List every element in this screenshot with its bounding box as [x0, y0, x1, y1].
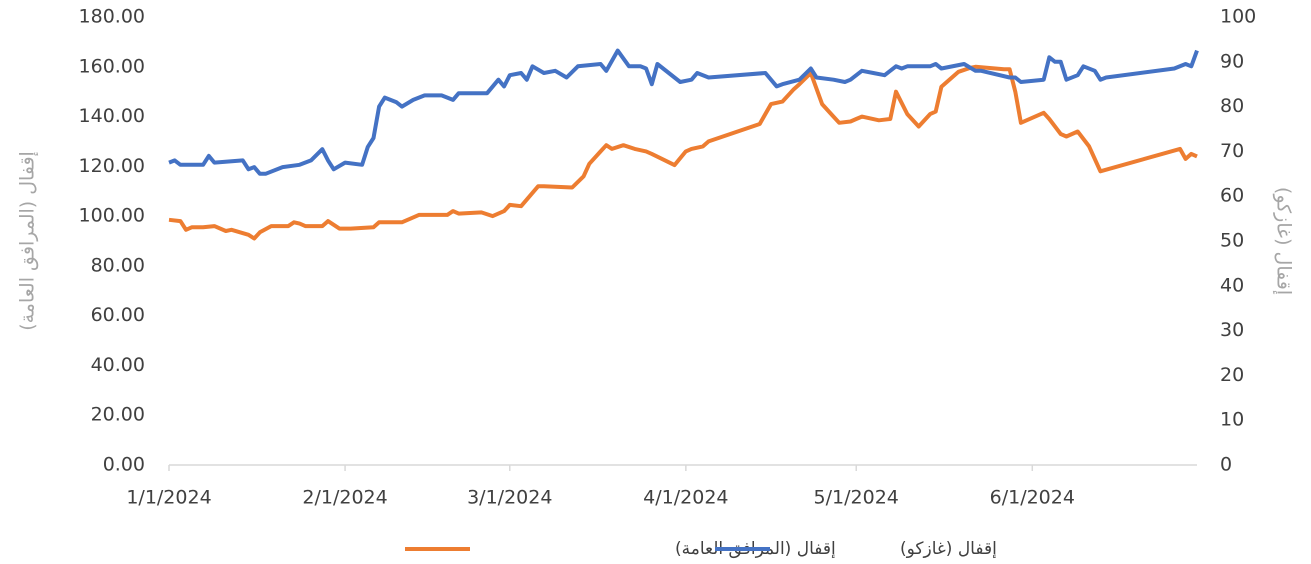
- y-tick-label: 160.00: [79, 55, 145, 77]
- legend-label: إقفال (غازكو): [900, 539, 997, 559]
- y2-axis-title: إقفال (غازكو): [1272, 187, 1295, 295]
- y-tick-label: 60.00: [91, 304, 145, 326]
- legend: إقفال (المرافق العامة) إقفال (غازكو): [405, 539, 997, 559]
- x-tick-label: 1/1/2024: [126, 487, 211, 509]
- y2-tick-label: 20: [1220, 364, 1244, 386]
- y2-tick-label: 60: [1220, 185, 1244, 207]
- y-tick-label: 120.00: [79, 155, 145, 177]
- y-tick-label: 140.00: [79, 105, 145, 127]
- y2-tick-label: 90: [1220, 50, 1244, 72]
- y2-tick-label: 40: [1220, 274, 1244, 296]
- y-tick-label: 180.00: [79, 6, 145, 28]
- y2-tick-label: 30: [1220, 319, 1244, 341]
- y-tick-label: 100.00: [79, 205, 145, 227]
- y2-tick-label: 50: [1220, 230, 1244, 252]
- y2-tick-label: 70: [1220, 140, 1244, 162]
- x-tick-label: 3/1/2024: [467, 487, 552, 509]
- x-tick-label: 6/1/2024: [990, 487, 1075, 509]
- x-tick-label: 4/1/2024: [643, 487, 728, 509]
- y-axis-title: إقفال (المرافق العامة): [17, 151, 40, 331]
- y-tick-label: 40.00: [91, 354, 145, 376]
- y-tick-label: 80.00: [91, 254, 145, 276]
- y-tick-label: 20.00: [91, 404, 145, 426]
- y2-tick-label: 10: [1220, 409, 1244, 431]
- y2-tick-label: 100: [1220, 6, 1256, 28]
- y2-tick-label: 0: [1220, 454, 1232, 476]
- x-tick-label: 2/1/2024: [302, 487, 387, 509]
- y-tick-label: 0.00: [103, 454, 145, 476]
- y2-tick-label: 80: [1220, 95, 1244, 117]
- series-line: [168, 64, 1198, 241]
- series-line: [168, 48, 1199, 176]
- x-tick-label: 5/1/2024: [814, 487, 899, 509]
